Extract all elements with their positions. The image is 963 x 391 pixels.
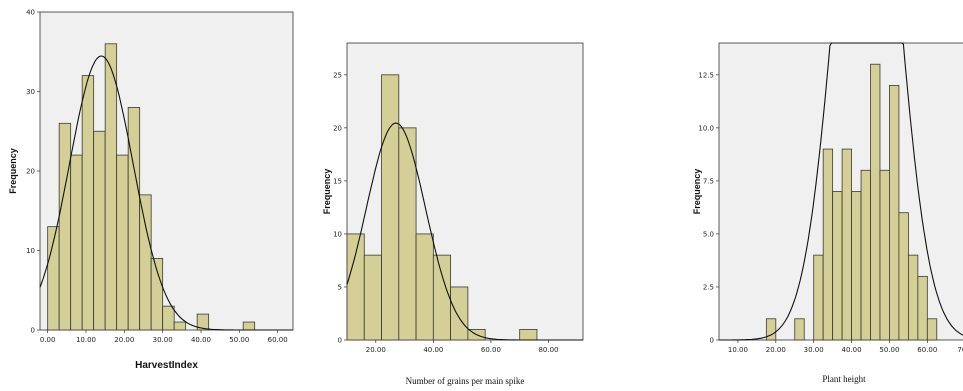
x-tick-label: 40.00 [423, 346, 443, 354]
normal-curve [719, 42, 963, 341]
x-tick-label: 40.00 [842, 346, 862, 354]
histogram-bar [381, 74, 400, 341]
histogram-bar [907, 254, 919, 341]
histogram-bar [860, 169, 871, 341]
histogram-chart-1: 0.00 10.00 20.00 30.00 40.00 50.00 60.00 0 10 20 3… [8, 9, 294, 371]
histogram-bar [173, 321, 187, 331]
x-tick-label: 10.00 [76, 336, 96, 344]
x-axis-label: Plant height [822, 374, 866, 384]
histogram-bar [898, 212, 909, 341]
x-tick-label: 60.00 [917, 346, 937, 354]
histogram-bar [81, 75, 95, 331]
histogram-bar [415, 233, 434, 341]
y-tick-label: 20 [333, 124, 342, 132]
histogram-bar [150, 258, 164, 331]
y-tick-label: 10 [26, 247, 35, 255]
histogram-bar [196, 313, 210, 331]
x-axis-label: Number of grains per main spike [406, 376, 525, 386]
histogram-bar [104, 43, 118, 331]
histogram-bar [794, 318, 805, 341]
y-tick-label: 12.5 [698, 71, 714, 79]
y-tick-label: 5.0 [703, 230, 714, 238]
y-tick-label: 15 [333, 177, 342, 185]
y-tick-label: 40 [26, 9, 35, 17]
y-tick-label: 25 [333, 71, 342, 79]
y-tick-label: 7.5 [703, 177, 714, 185]
y-axis-label: Frequency [692, 169, 702, 215]
x-tick-label: 30.00 [153, 336, 173, 344]
histogram-bar [519, 328, 538, 341]
histogram-bar [116, 154, 129, 331]
histogram-bar [139, 194, 152, 331]
x-tick-label: 40.00 [191, 336, 211, 344]
x-tick-label: 60.00 [481, 346, 501, 354]
histogram-bar [841, 148, 852, 341]
y-tick-label: 30 [26, 88, 35, 96]
histogram-bar [870, 63, 881, 341]
histogram-bar [58, 122, 72, 331]
histogram-bar [450, 286, 469, 341]
y-axis-label: Frequency [8, 148, 18, 194]
histogram-bar [879, 169, 890, 341]
x-tick-label: 0.00 [40, 336, 56, 344]
y-tick-label: 2.5 [703, 283, 714, 291]
y-axis-label: Frequency [322, 169, 332, 215]
y-tick-label: 0 [338, 337, 342, 345]
histogram-bar [889, 85, 900, 341]
y-tick-label: 20 [26, 168, 35, 176]
x-tick-label: 50.00 [229, 336, 249, 344]
histogram-bar [822, 148, 834, 341]
histogram-bar [917, 275, 928, 341]
x-tick-label: 20.00 [114, 336, 134, 344]
x-tick-label: 70.0 [957, 346, 963, 354]
histogram-bar [363, 254, 382, 341]
histogram-bar [127, 107, 141, 331]
normal-curve [39, 55, 293, 331]
histogram-chart-2: 20.00 40.00 60.00 80.00 0 5 10 15 20 25 Number of … [322, 42, 584, 386]
histogram-bar [832, 191, 843, 341]
x-tick-label: 10.00 [728, 346, 748, 354]
histogram-bar [70, 154, 83, 331]
normal-curve [346, 122, 583, 341]
x-tick-label: 20.00 [766, 346, 786, 354]
histogram-bar [813, 254, 824, 341]
y-tick-label: 0 [710, 337, 714, 345]
histogram-bar [162, 305, 175, 331]
x-axis-label: HarvestIndex [135, 360, 198, 371]
histogram-bar [242, 321, 256, 331]
x-tick-label: 30.00 [804, 346, 824, 354]
y-tick-label: 5 [338, 283, 342, 291]
histogram-bar [851, 191, 862, 341]
histogram-bar [926, 318, 938, 341]
histogram-bar [93, 130, 106, 331]
histogram-bar [765, 318, 777, 341]
y-tick-label: 0 [31, 327, 35, 335]
x-tick-label: 50.00 [879, 346, 899, 354]
histogram-bar [346, 233, 365, 341]
y-tick-label: 10.0 [698, 124, 714, 132]
x-tick-label: 60.00 [268, 336, 288, 344]
histogram-chart-3: 10.00 20.00 30.00 40.00 50.00 60.00 70.0 0 2.5 5.… [692, 42, 963, 384]
x-tick-label: 20.00 [366, 346, 386, 354]
x-tick-label: 80.00 [538, 346, 558, 354]
y-tick-label: 10 [333, 230, 342, 238]
histogram-bar [432, 254, 452, 341]
